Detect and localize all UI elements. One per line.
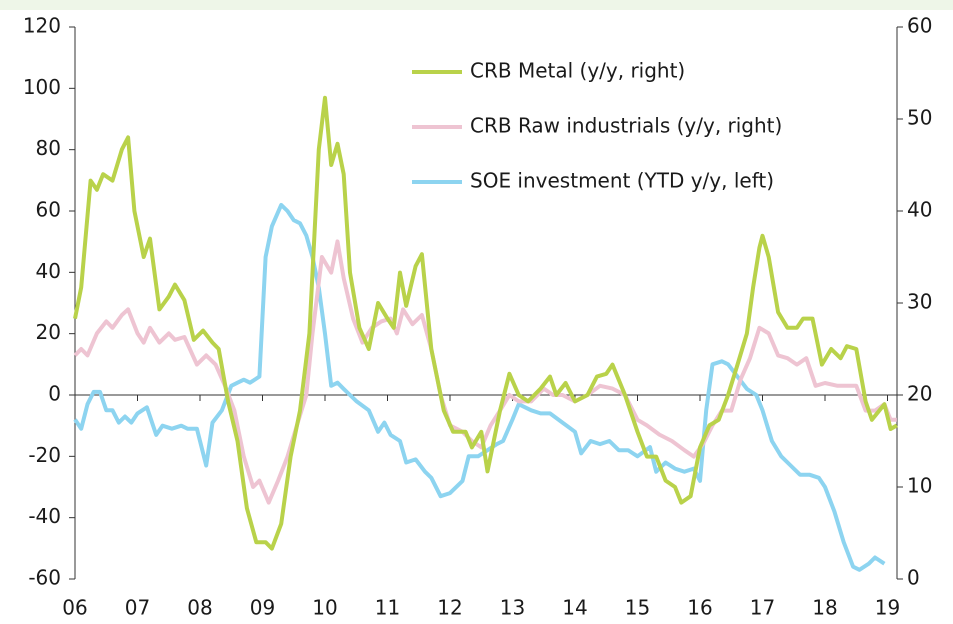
y2-tick-label: 10 bbox=[907, 474, 932, 498]
y2-tick-label: 60 bbox=[907, 14, 932, 38]
y-tick-label: 40 bbox=[36, 259, 61, 283]
y-tick-label: 100 bbox=[23, 75, 61, 99]
x-tick-label: 07 bbox=[125, 596, 150, 620]
y-tick-label: 80 bbox=[36, 136, 61, 160]
x-tick-label: 19 bbox=[875, 596, 900, 620]
y2-tick-label: 0 bbox=[907, 566, 920, 590]
y-tick-label: -40 bbox=[28, 504, 61, 528]
x-tick-label: 16 bbox=[687, 596, 712, 620]
x-tick-label: 06 bbox=[62, 596, 87, 620]
x-tick-label: 08 bbox=[187, 596, 212, 620]
legend-label: SOE investment (YTD y/y, left) bbox=[470, 169, 774, 193]
y2-tick-label: 50 bbox=[907, 106, 932, 130]
x-tick-label: 13 bbox=[500, 596, 525, 620]
x-tick-label: 12 bbox=[437, 596, 462, 620]
series-line bbox=[73, 95, 898, 551]
y-tick-label: 0 bbox=[48, 382, 61, 406]
x-tick-label: 17 bbox=[750, 596, 775, 620]
legend-label: CRB Metal (y/y, right) bbox=[470, 59, 685, 83]
series-line bbox=[73, 202, 886, 572]
y-tick-label: 120 bbox=[23, 14, 61, 38]
x-tick-label: 09 bbox=[250, 596, 275, 620]
y2-tick-label: 20 bbox=[907, 382, 932, 406]
y-tick-label: -20 bbox=[28, 443, 61, 467]
y2-tick-label: 30 bbox=[907, 290, 932, 314]
x-tick-label: 15 bbox=[625, 596, 650, 620]
legend-label: CRB Raw industrials (y/y, right) bbox=[470, 114, 782, 138]
y-tick-label: 60 bbox=[36, 198, 61, 222]
x-tick-label: 14 bbox=[562, 596, 587, 620]
y-tick-label: -60 bbox=[28, 566, 61, 590]
x-tick-label: 10 bbox=[312, 596, 337, 620]
x-tick-label: 18 bbox=[812, 596, 837, 620]
x-tick-label: 11 bbox=[375, 596, 400, 620]
y-tick-label: 20 bbox=[36, 320, 61, 344]
y2-tick-label: 40 bbox=[907, 198, 932, 222]
top-band bbox=[0, 0, 953, 10]
